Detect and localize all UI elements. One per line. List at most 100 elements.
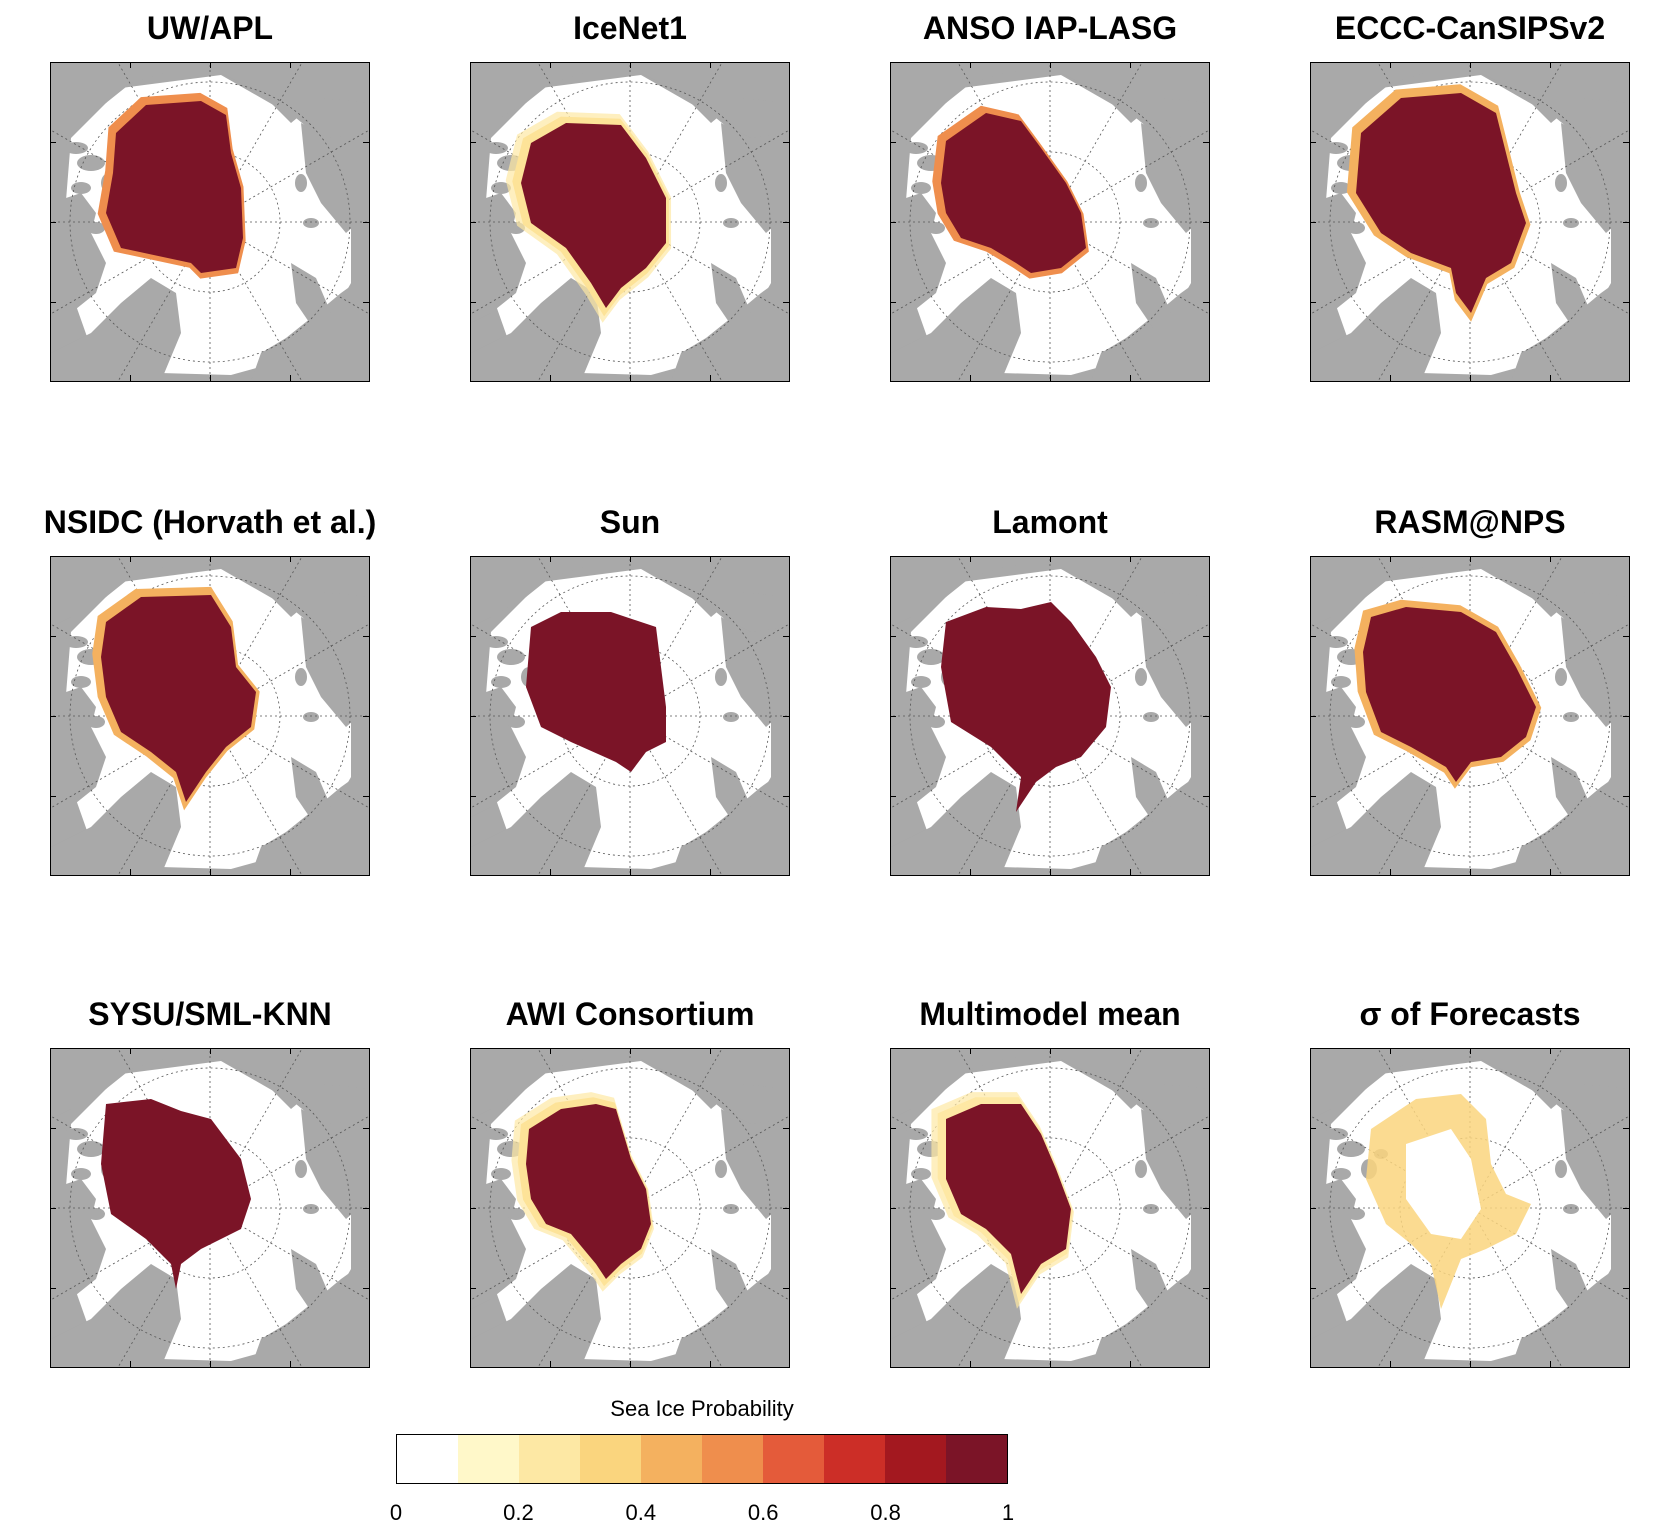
axis-tick: [1310, 1288, 1316, 1289]
map-panel: Multimodel mean: [890, 996, 1210, 1368]
land: [891, 1264, 1021, 1367]
axis-tick: [363, 1128, 369, 1129]
panel-title: NSIDC (Horvath et al.): [43, 504, 377, 540]
axis-tick: [970, 375, 971, 381]
land: [471, 772, 601, 875]
axis-tick: [290, 375, 291, 381]
axis-tick: [630, 375, 631, 381]
ice-core: [521, 123, 666, 308]
land: [51, 278, 181, 381]
axis-tick: [130, 62, 131, 68]
axis-tick: [710, 869, 711, 875]
axis-tick: [1390, 1361, 1391, 1367]
panel-title: Lamont: [992, 504, 1108, 540]
axis-tick: [130, 375, 131, 381]
ice-core: [941, 602, 1111, 812]
arctic-map: [1311, 1049, 1629, 1367]
panel-title: RASM@NPS: [1374, 504, 1566, 540]
land: [721, 617, 789, 727]
sea-ice-map: [890, 556, 1210, 876]
colorbar-tick-label: 0.2: [503, 1500, 534, 1525]
axis-tick: [1550, 1361, 1551, 1367]
ice-core: [101, 1099, 251, 1289]
axis-tick: [1623, 1288, 1629, 1289]
axis-tick: [783, 796, 789, 797]
axis-tick: [890, 302, 896, 303]
land: [891, 63, 1209, 133]
land: [1311, 557, 1629, 627]
axis-tick: [1310, 302, 1316, 303]
land: [1561, 617, 1629, 727]
sea-ice-map: [1310, 1048, 1630, 1368]
land: [51, 557, 369, 627]
axis-tick: [290, 869, 291, 875]
panel-title: Multimodel mean: [919, 996, 1181, 1032]
axis-tick: [50, 636, 56, 637]
sea-ice-map: [50, 62, 370, 382]
axis-tick: [1130, 556, 1131, 562]
land: [1561, 1109, 1629, 1219]
axis-tick: [50, 716, 56, 717]
axis-tick: [970, 62, 971, 68]
arctic-map: [51, 557, 369, 875]
land: [301, 617, 369, 727]
axis-tick: [1623, 1208, 1629, 1209]
axis-tick: [710, 556, 711, 562]
arctic-map: [51, 63, 369, 381]
land: [1311, 1049, 1629, 1119]
land: [301, 1109, 369, 1219]
arctic-map: [891, 557, 1209, 875]
axis-tick: [1550, 869, 1551, 875]
axis-tick: [890, 1208, 896, 1209]
axis-tick: [1050, 556, 1051, 562]
colorbar-swatch: [519, 1435, 580, 1483]
ice-core: [106, 101, 243, 273]
axis-tick: [1550, 375, 1551, 381]
axis-tick: [783, 716, 789, 717]
land: [1561, 123, 1629, 233]
axis-tick: [783, 636, 789, 637]
land: [291, 1249, 331, 1314]
axis-tick: [470, 1208, 476, 1209]
land: [471, 557, 789, 627]
sea-ice-map: [1310, 62, 1630, 382]
colorbar-swatch: [763, 1435, 824, 1483]
axis-tick: [470, 222, 476, 223]
axis-tick: [970, 869, 971, 875]
axis-tick: [1390, 556, 1391, 562]
axis-tick: [1390, 375, 1391, 381]
map-panel: SYSU/SML-KNN: [50, 996, 370, 1368]
sea-ice-map: [50, 556, 370, 876]
land: [671, 767, 789, 875]
axis-tick: [550, 556, 551, 562]
axis-tick: [1390, 62, 1391, 68]
colorbar-swatch: [580, 1435, 641, 1483]
axis-tick: [1470, 375, 1471, 381]
axis-tick: [550, 869, 551, 875]
land: [1311, 772, 1441, 875]
axis-tick: [1623, 796, 1629, 797]
axis-tick: [550, 1048, 551, 1054]
axis-tick: [1623, 716, 1629, 717]
land: [1141, 1109, 1209, 1219]
land: [671, 1259, 789, 1367]
axis-tick: [1203, 716, 1209, 717]
axis-tick: [1203, 1208, 1209, 1209]
axis-tick: [630, 556, 631, 562]
panel-title: ECCC-CanSIPSv2: [1334, 10, 1606, 46]
land: [1311, 1264, 1441, 1367]
arctic-map: [891, 1049, 1209, 1367]
axis-tick: [1550, 1048, 1551, 1054]
arctic-map: [471, 1049, 789, 1367]
axis-tick: [363, 142, 369, 143]
land: [1091, 767, 1209, 875]
land: [711, 757, 751, 822]
axis-tick: [1470, 1361, 1471, 1367]
ice-core: [1363, 607, 1536, 782]
axis-tick: [550, 62, 551, 68]
land: [891, 1049, 1209, 1119]
axis-tick: [1050, 375, 1051, 381]
axis-tick: [1310, 142, 1316, 143]
axis-tick: [50, 1288, 56, 1289]
land: [251, 767, 369, 875]
